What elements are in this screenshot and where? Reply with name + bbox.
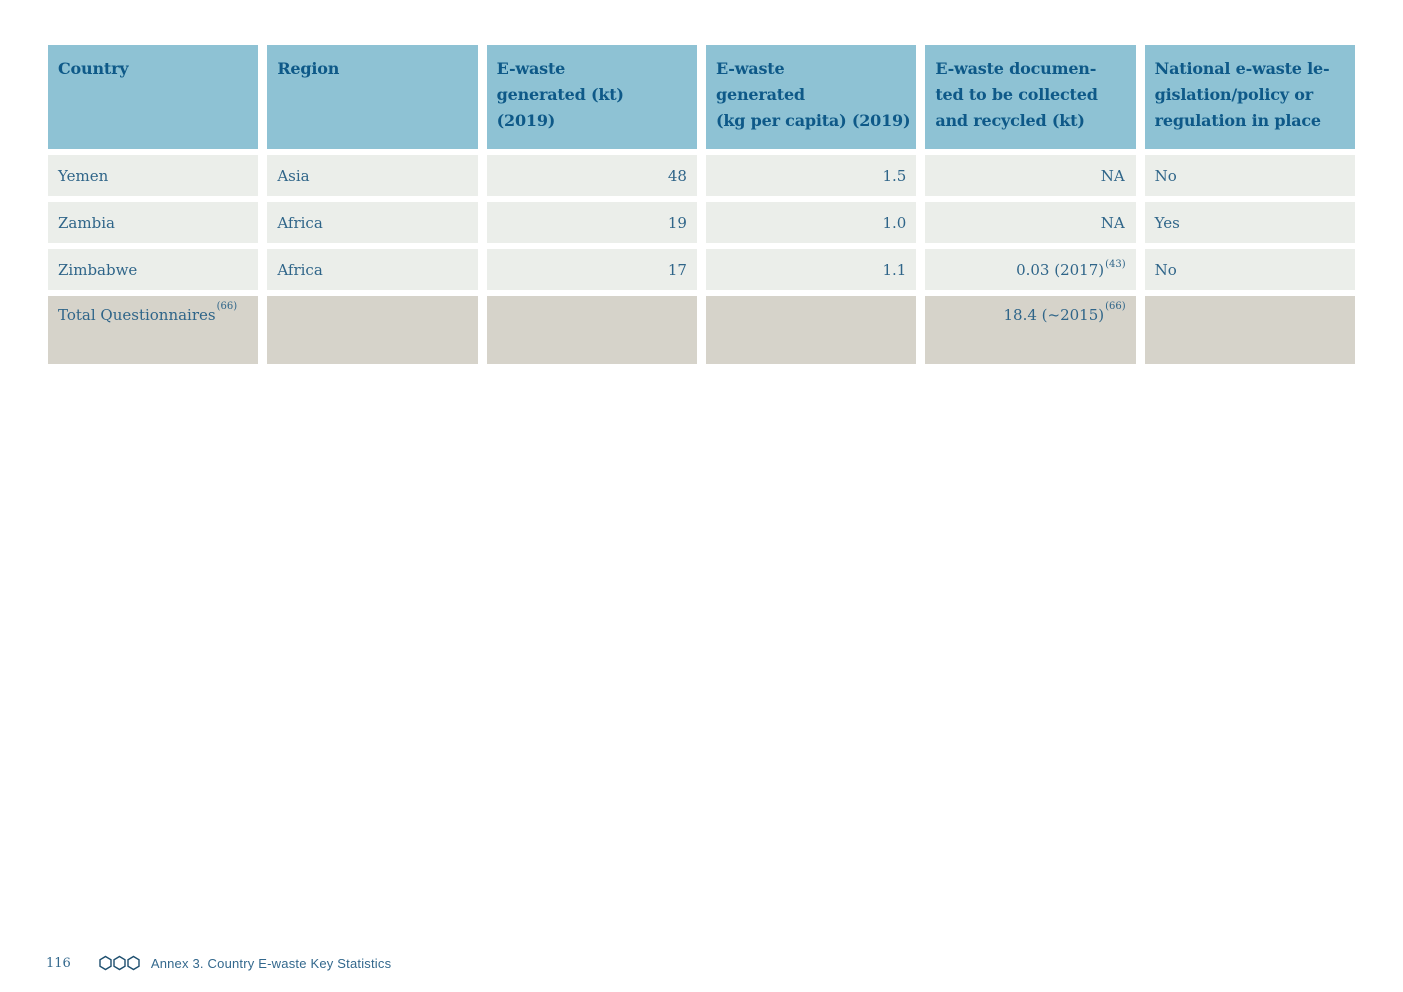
- three-hexagons-icon: [98, 955, 140, 971]
- total-row-collected-cell: 18.4 (~2015) (66): [925, 296, 1136, 364]
- cell-region: Asia: [267, 155, 478, 196]
- header-cell-legislation: National e-waste le- gislation/policy or…: [1144, 45, 1355, 149]
- cell-collected-value: NA: [1100, 213, 1125, 232]
- cell-ewaste-kt: 17: [486, 249, 697, 290]
- header-cell-region: Region: [267, 45, 478, 149]
- cell-legislation: No: [1144, 249, 1355, 290]
- header-cell-collected-kt: E-waste documen- ted to be collected and…: [925, 45, 1136, 149]
- total-row-empty-cell: [705, 296, 917, 364]
- cell-legislation: No: [1144, 155, 1355, 196]
- page-footer: 116 Annex 3. Country E-waste Key Statist…: [46, 955, 391, 971]
- total-row-empty-cell: [1144, 296, 1355, 364]
- header-cell-ewaste-kg-per-capita: E-waste generated (kg per capita) (2019): [705, 45, 917, 149]
- cell-ewaste-kg-per-capita: 1.0: [705, 202, 917, 243]
- cell-collected-kt: 0.03 (2017) (43): [925, 249, 1136, 290]
- header-cell-ewaste-kt: E-waste generated (kt) (2019): [486, 45, 697, 149]
- cell-region: Africa: [267, 202, 478, 243]
- cell-ewaste-kg-per-capita: 1.5: [705, 155, 917, 196]
- footnote-superscript: (43): [1105, 259, 1126, 270]
- cell-country: Yemen: [48, 155, 259, 196]
- total-row-label-cell: Total Questionnaires (66): [48, 296, 259, 364]
- cell-country: Zimbabwe: [48, 249, 259, 290]
- footnote-superscript: (66): [216, 301, 238, 312]
- page-number: 116: [46, 955, 71, 971]
- cell-country: Zambia: [48, 202, 259, 243]
- cell-collected-kt: NA: [925, 155, 1136, 196]
- section-title: Annex 3. Country E-waste Key Statistics: [150, 955, 392, 971]
- ewaste-statistics-table: Country Region E-waste generated (kt) (2…: [48, 45, 1355, 364]
- cell-region: Africa: [267, 249, 478, 290]
- header-cell-country: Country: [48, 45, 259, 149]
- cell-ewaste-kt: 19: [486, 202, 697, 243]
- cell-legislation: Yes: [1144, 202, 1355, 243]
- total-collected-value: 18.4 (~2015): [1003, 306, 1105, 324]
- total-row-empty-cell: [267, 296, 478, 364]
- cell-collected-value: NA: [1100, 166, 1125, 185]
- cell-ewaste-kg-per-capita: 1.1: [705, 249, 917, 290]
- total-row-label: Total Questionnaires: [58, 306, 216, 324]
- cell-collected-value: 0.03 (2017): [1016, 260, 1105, 279]
- cell-collected-kt: NA: [925, 202, 1136, 243]
- cell-ewaste-kt: 48: [486, 155, 697, 196]
- footnote-superscript: (66): [1105, 301, 1126, 312]
- total-row-empty-cell: [486, 296, 697, 364]
